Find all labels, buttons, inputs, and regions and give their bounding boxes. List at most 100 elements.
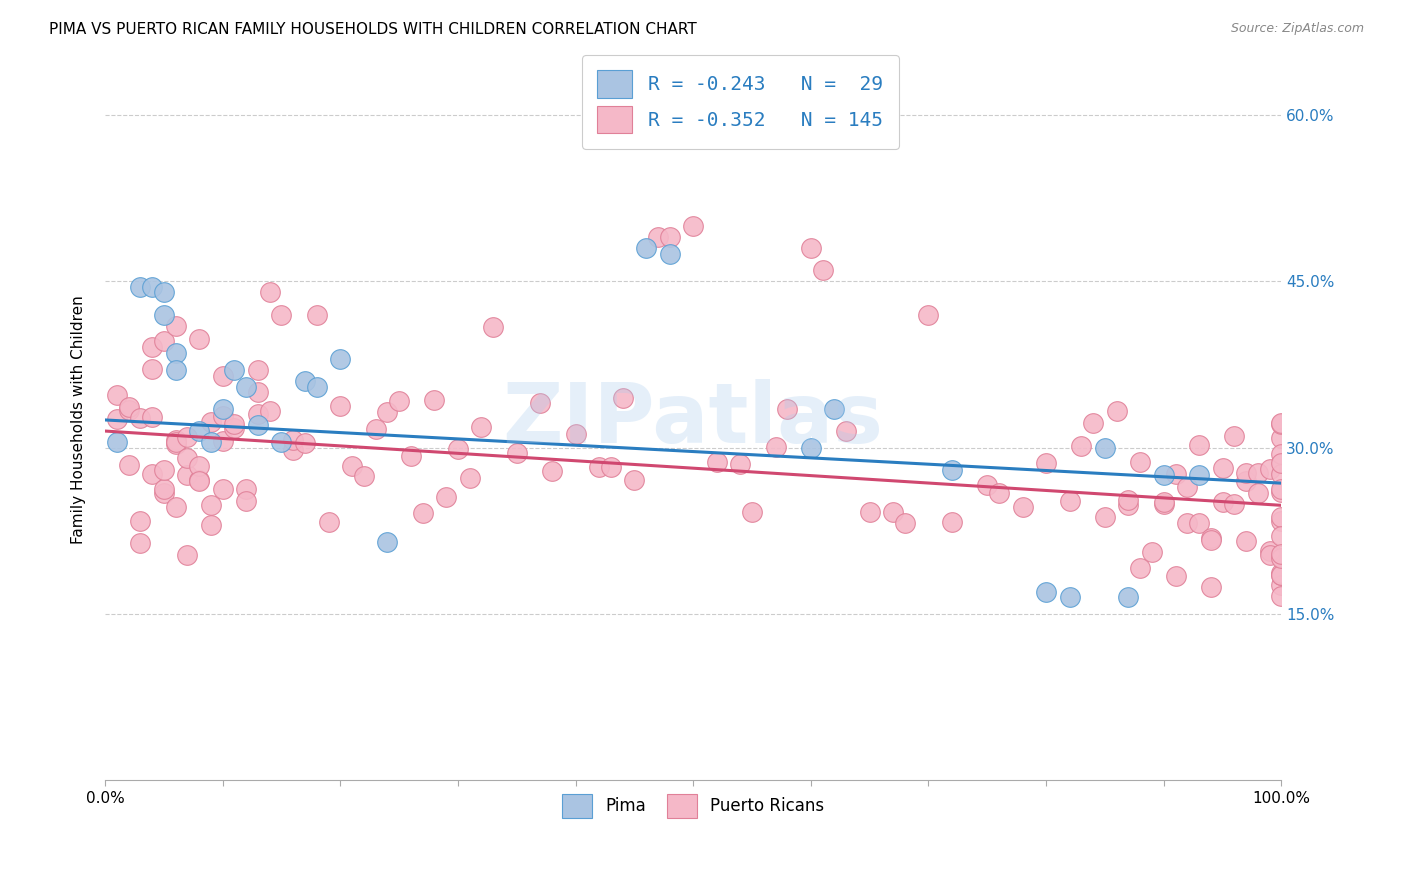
Point bbox=[176, 429, 198, 443]
Point bbox=[165, 363, 187, 377]
Point bbox=[1059, 591, 1081, 605]
Point bbox=[153, 285, 176, 300]
Point bbox=[447, 442, 470, 456]
Point bbox=[1129, 455, 1152, 469]
Point bbox=[1270, 447, 1292, 461]
Point bbox=[894, 516, 917, 530]
Point bbox=[211, 409, 233, 424]
Point bbox=[741, 505, 763, 519]
Point bbox=[1234, 533, 1257, 548]
Point bbox=[176, 467, 198, 482]
Point bbox=[1153, 468, 1175, 483]
Point bbox=[1188, 516, 1211, 531]
Point bbox=[658, 246, 681, 260]
Point bbox=[728, 457, 751, 471]
Point bbox=[105, 412, 128, 426]
Point bbox=[235, 380, 257, 394]
Point bbox=[1258, 462, 1281, 476]
Point bbox=[1199, 531, 1222, 545]
Point bbox=[1070, 439, 1092, 453]
Point bbox=[200, 517, 222, 532]
Point bbox=[246, 418, 269, 433]
Point bbox=[129, 535, 152, 549]
Point bbox=[1258, 543, 1281, 558]
Point bbox=[1188, 437, 1211, 451]
Point bbox=[165, 433, 187, 447]
Point bbox=[200, 415, 222, 429]
Point bbox=[1270, 548, 1292, 562]
Point bbox=[800, 441, 823, 455]
Point bbox=[1270, 529, 1292, 543]
Point bbox=[188, 332, 211, 346]
Point bbox=[636, 241, 658, 255]
Point bbox=[224, 417, 246, 431]
Point bbox=[1270, 550, 1292, 565]
Point bbox=[1270, 567, 1292, 582]
Point bbox=[270, 308, 292, 322]
Point bbox=[647, 80, 669, 95]
Point bbox=[153, 486, 176, 500]
Point bbox=[1094, 441, 1116, 455]
Point bbox=[1270, 514, 1292, 528]
Point bbox=[224, 421, 246, 435]
Point bbox=[141, 362, 163, 376]
Point bbox=[165, 346, 187, 360]
Point bbox=[1035, 456, 1057, 470]
Point bbox=[658, 230, 681, 244]
Point bbox=[1247, 486, 1270, 500]
Y-axis label: Family Households with Children: Family Households with Children bbox=[72, 295, 86, 544]
Point bbox=[623, 473, 645, 487]
Legend: Pima, Puerto Ricans: Pima, Puerto Ricans bbox=[554, 786, 832, 826]
Point bbox=[105, 388, 128, 402]
Point bbox=[318, 515, 340, 529]
Point bbox=[612, 391, 634, 405]
Point bbox=[246, 408, 269, 422]
Point bbox=[117, 458, 139, 472]
Point bbox=[1270, 431, 1292, 445]
Point bbox=[141, 280, 163, 294]
Point bbox=[399, 450, 422, 464]
Point bbox=[165, 500, 187, 514]
Point bbox=[364, 422, 387, 436]
Point bbox=[1247, 466, 1270, 480]
Point bbox=[564, 427, 586, 442]
Point bbox=[165, 437, 187, 451]
Point bbox=[1011, 500, 1033, 515]
Point bbox=[917, 308, 939, 322]
Point bbox=[1223, 497, 1246, 511]
Point bbox=[800, 241, 823, 255]
Point bbox=[470, 420, 492, 434]
Point bbox=[776, 401, 799, 416]
Point bbox=[1094, 510, 1116, 524]
Point bbox=[375, 535, 398, 549]
Point bbox=[117, 400, 139, 414]
Point bbox=[1234, 466, 1257, 480]
Point bbox=[1199, 533, 1222, 547]
Point bbox=[823, 401, 845, 416]
Point bbox=[235, 493, 257, 508]
Point bbox=[482, 319, 505, 334]
Point bbox=[423, 393, 446, 408]
Point bbox=[976, 478, 998, 492]
Point bbox=[1270, 510, 1292, 524]
Point bbox=[246, 385, 269, 400]
Point bbox=[294, 435, 316, 450]
Point bbox=[1270, 417, 1292, 431]
Point bbox=[588, 459, 610, 474]
Point bbox=[165, 434, 187, 449]
Point bbox=[188, 459, 211, 474]
Point bbox=[211, 482, 233, 496]
Point bbox=[294, 374, 316, 388]
Point bbox=[329, 351, 352, 366]
Point bbox=[235, 482, 257, 496]
Point bbox=[882, 504, 904, 518]
Point bbox=[270, 435, 292, 450]
Point bbox=[141, 340, 163, 354]
Point bbox=[305, 380, 328, 394]
Point bbox=[765, 440, 787, 454]
Point bbox=[1270, 568, 1292, 582]
Point bbox=[375, 405, 398, 419]
Point bbox=[988, 486, 1011, 500]
Point bbox=[153, 482, 176, 496]
Point bbox=[941, 463, 963, 477]
